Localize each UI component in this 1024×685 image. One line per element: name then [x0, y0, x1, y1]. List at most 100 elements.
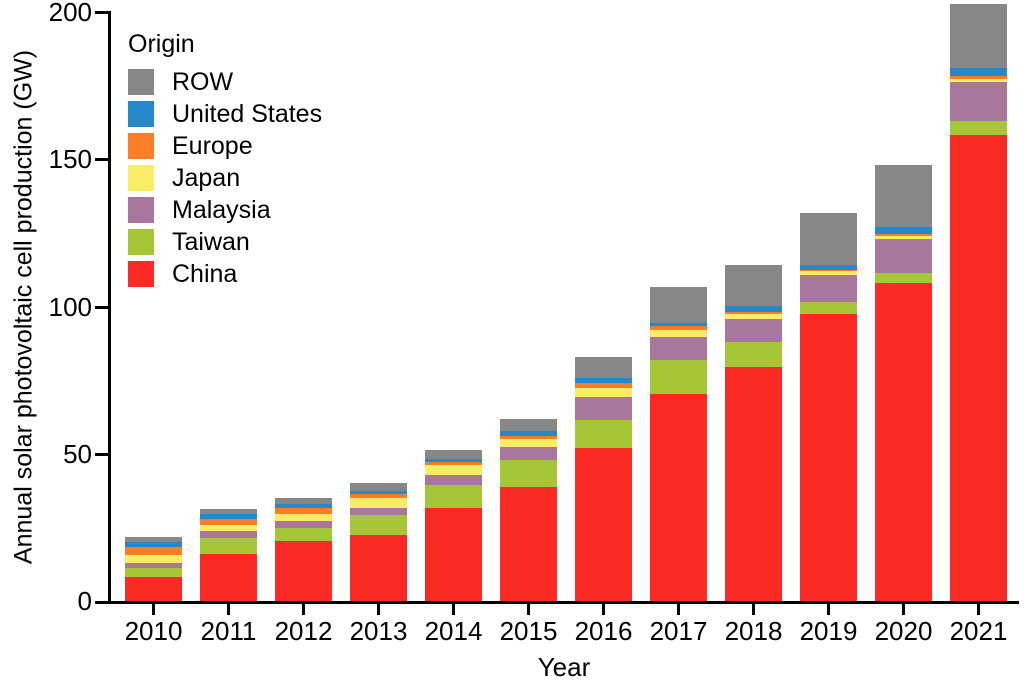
legend-label: Taiwan	[172, 228, 250, 256]
segment-united-states	[575, 377, 632, 384]
segment-japan	[575, 388, 632, 397]
segment-europe	[875, 234, 932, 236]
segment-united-states	[725, 306, 782, 312]
segment-japan	[125, 554, 182, 563]
bar-2021	[950, 3, 1007, 601]
segment-japan	[200, 525, 257, 531]
segment-united-states	[950, 68, 1007, 76]
bar-2013	[350, 482, 407, 601]
y-tick-mark	[95, 158, 109, 162]
legend-item-taiwan: Taiwan	[128, 229, 322, 255]
legend-label: United States	[172, 100, 323, 128]
segment-europe	[800, 269, 857, 271]
y-tick-mark	[95, 305, 109, 309]
legend-item-malaysia: Malaysia	[128, 197, 322, 223]
segment-malaysia	[350, 507, 407, 516]
segment-united-states	[500, 431, 557, 436]
legend: Origin ROW United States Europe Japan Malays…	[128, 30, 322, 293]
legend-items: ROW United States Europe Japan Malaysia Taiwa…	[128, 69, 322, 287]
segment-europe	[500, 435, 557, 439]
segment-china	[875, 283, 932, 601]
segment-malaysia	[650, 337, 707, 360]
segment-europe	[350, 494, 407, 498]
y-tick-mark	[95, 452, 109, 456]
segment-china	[350, 535, 407, 601]
x-tick-mark	[152, 604, 155, 615]
x-tick-label: 2012	[274, 616, 333, 646]
legend-label: Europe	[172, 132, 253, 160]
segment-china	[200, 553, 257, 601]
x-tick-label: 2018	[724, 616, 783, 646]
y-tick-label: 150	[48, 144, 92, 175]
segment-china	[500, 486, 557, 601]
segment-united-states	[875, 227, 932, 235]
segment-row	[200, 509, 257, 515]
segment-taiwan	[950, 121, 1007, 135]
segment-united-states	[200, 514, 257, 520]
segment-row	[650, 287, 707, 324]
x-tick-label: 2021	[949, 616, 1008, 646]
segment-row	[575, 357, 632, 378]
bar-2010	[125, 537, 182, 601]
x-tick-mark	[977, 604, 980, 615]
x-tick-mark	[602, 604, 605, 615]
legend-swatch-china	[128, 261, 154, 287]
segment-malaysia	[725, 319, 782, 343]
x-tick-label: 2020	[874, 616, 933, 646]
plot-area: Origin ROW United States Europe Japan Malays…	[110, 3, 1018, 601]
x-tick-label: 2019	[799, 616, 858, 646]
segment-china	[575, 447, 632, 601]
segment-taiwan	[350, 515, 407, 536]
legend-swatch-row	[128, 69, 154, 95]
segment-china	[650, 393, 707, 601]
x-tick-label: 2014	[424, 616, 483, 646]
bar-2014	[425, 449, 482, 601]
bar-2017	[650, 287, 707, 601]
legend-item-europe: Europe	[128, 133, 322, 159]
segment-europe	[425, 462, 482, 465]
legend-item-row: ROW	[128, 69, 322, 95]
x-axis-label: Year	[537, 652, 591, 682]
segment-japan	[725, 313, 782, 320]
segment-japan	[650, 330, 707, 338]
segment-china	[800, 313, 857, 601]
segment-taiwan	[725, 342, 782, 368]
segment-china	[950, 134, 1007, 601]
segment-japan	[950, 79, 1007, 82]
bar-2019	[800, 213, 857, 601]
segment-united-states	[650, 323, 707, 327]
x-tick-label: 2010	[124, 616, 183, 646]
segment-united-states	[125, 541, 182, 547]
x-tick-label: 2015	[499, 616, 558, 646]
segment-japan	[275, 513, 332, 522]
segment-row	[275, 497, 332, 504]
x-tick-mark	[227, 604, 230, 615]
x-tick-mark	[302, 604, 305, 615]
bar-2011	[200, 509, 257, 601]
x-tick-mark	[902, 604, 905, 615]
segment-taiwan	[800, 302, 857, 314]
segment-taiwan	[650, 359, 707, 394]
y-tick-label: 200	[48, 0, 92, 27]
segment-europe	[125, 546, 182, 555]
segment-malaysia	[800, 275, 857, 303]
x-tick-mark	[677, 604, 680, 615]
segment-europe	[200, 519, 257, 526]
bar-2016	[575, 357, 632, 601]
segment-row	[800, 213, 857, 265]
segment-row	[425, 449, 482, 460]
legend-swatch-japan	[128, 165, 154, 191]
segment-japan	[425, 464, 482, 475]
segment-taiwan	[200, 538, 257, 554]
legend-swatch-united-states	[128, 101, 154, 127]
segment-taiwan	[425, 484, 482, 508]
legend-item-japan: Japan	[128, 165, 322, 191]
segment-japan	[500, 438, 557, 447]
segment-row	[950, 3, 1007, 69]
segment-europe	[725, 311, 782, 314]
segment-europe	[650, 326, 707, 331]
segment-row	[350, 482, 407, 492]
segment-taiwan	[275, 527, 332, 542]
x-tick-label: 2017	[649, 616, 708, 646]
legend-swatch-taiwan	[128, 229, 154, 255]
